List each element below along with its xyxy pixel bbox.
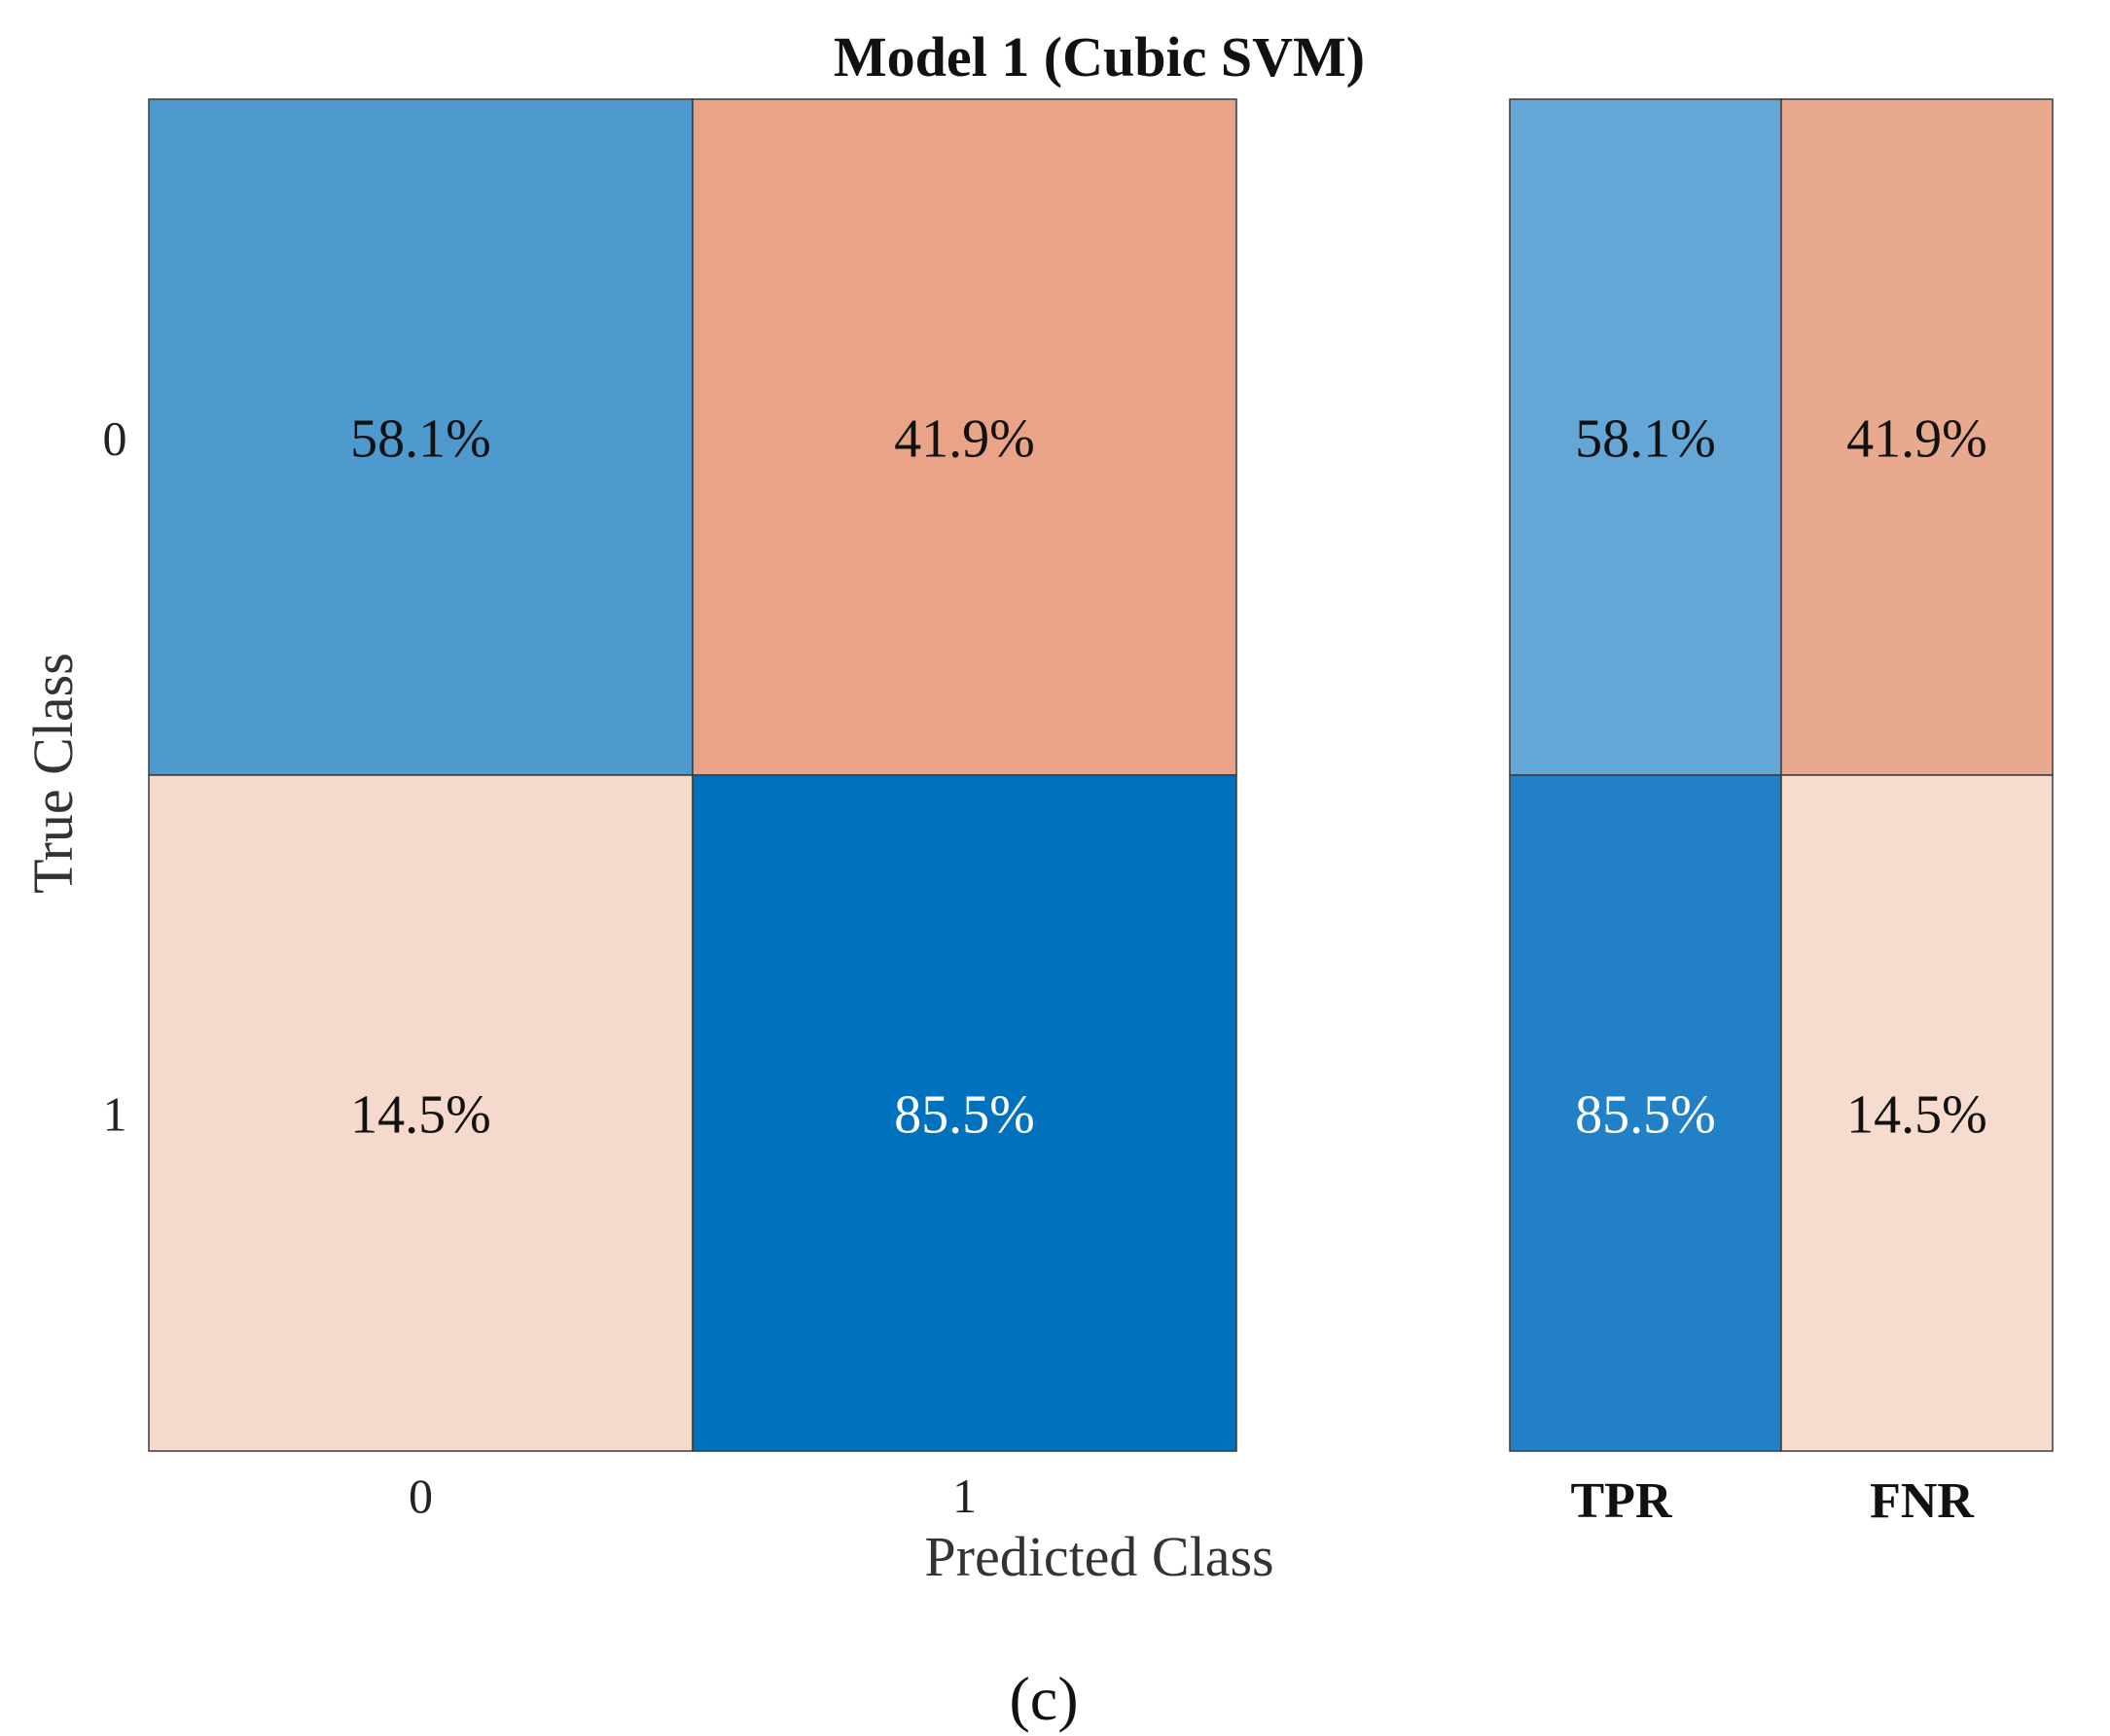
chart-title: Model 1 (Cubic SVM) <box>834 25 1365 89</box>
matrix-cell-label-0-1: 41.9% <box>894 409 1035 470</box>
matrix-cell-label-1-0: 14.5% <box>350 1085 491 1146</box>
summary-cell-tpr-0 <box>1509 98 1782 776</box>
matrix-cell-label-1-1: 85.5% <box>894 1085 1035 1146</box>
summary-column-label-tpr: TPR <box>1571 1473 1673 1529</box>
tpr-fnr-summary: 58.1% 41.9% 85.5% 14.5% <box>1509 98 2054 1452</box>
summary-cell-tpr-1 <box>1509 774 1782 1452</box>
matrix-cell-0-0 <box>148 98 694 776</box>
summary-cell-fnr-0 <box>1780 98 2054 776</box>
matrix-cell-1-0 <box>148 774 694 1452</box>
matrix-cell-0-1 <box>692 98 1237 776</box>
summary-cell-label-fnr-1: 14.5% <box>1846 1085 1987 1146</box>
confusion-matrix: 58.1% 41.9% 14.5% 85.5% <box>148 98 1237 1452</box>
matrix-cell-label-0-0: 58.1% <box>350 409 491 470</box>
y-tick-labels: 01 <box>103 411 127 1142</box>
summary-column-labels: TPR FNR <box>1571 1473 1976 1529</box>
x-tick-label-0: 0 <box>409 1469 433 1523</box>
matrix-cell-1-1 <box>692 774 1237 1452</box>
summary-cell-label-tpr-1: 85.5% <box>1575 1085 1716 1146</box>
x-axis-label: Predicted Class <box>924 1525 1273 1588</box>
summary-cell-label-tpr-0: 58.1% <box>1575 409 1716 470</box>
figure-caption: (c) <box>1009 1664 1078 1733</box>
x-tick-label-1: 1 <box>952 1469 977 1523</box>
y-tick-label-1: 1 <box>103 1087 127 1142</box>
y-axis-label: True Class <box>21 653 85 894</box>
y-tick-label-0: 0 <box>103 411 127 466</box>
summary-cell-fnr-1 <box>1780 774 2054 1452</box>
summary-column-label-fnr: FNR <box>1870 1473 1975 1529</box>
summary-cell-label-fnr-0: 41.9% <box>1846 409 1987 470</box>
